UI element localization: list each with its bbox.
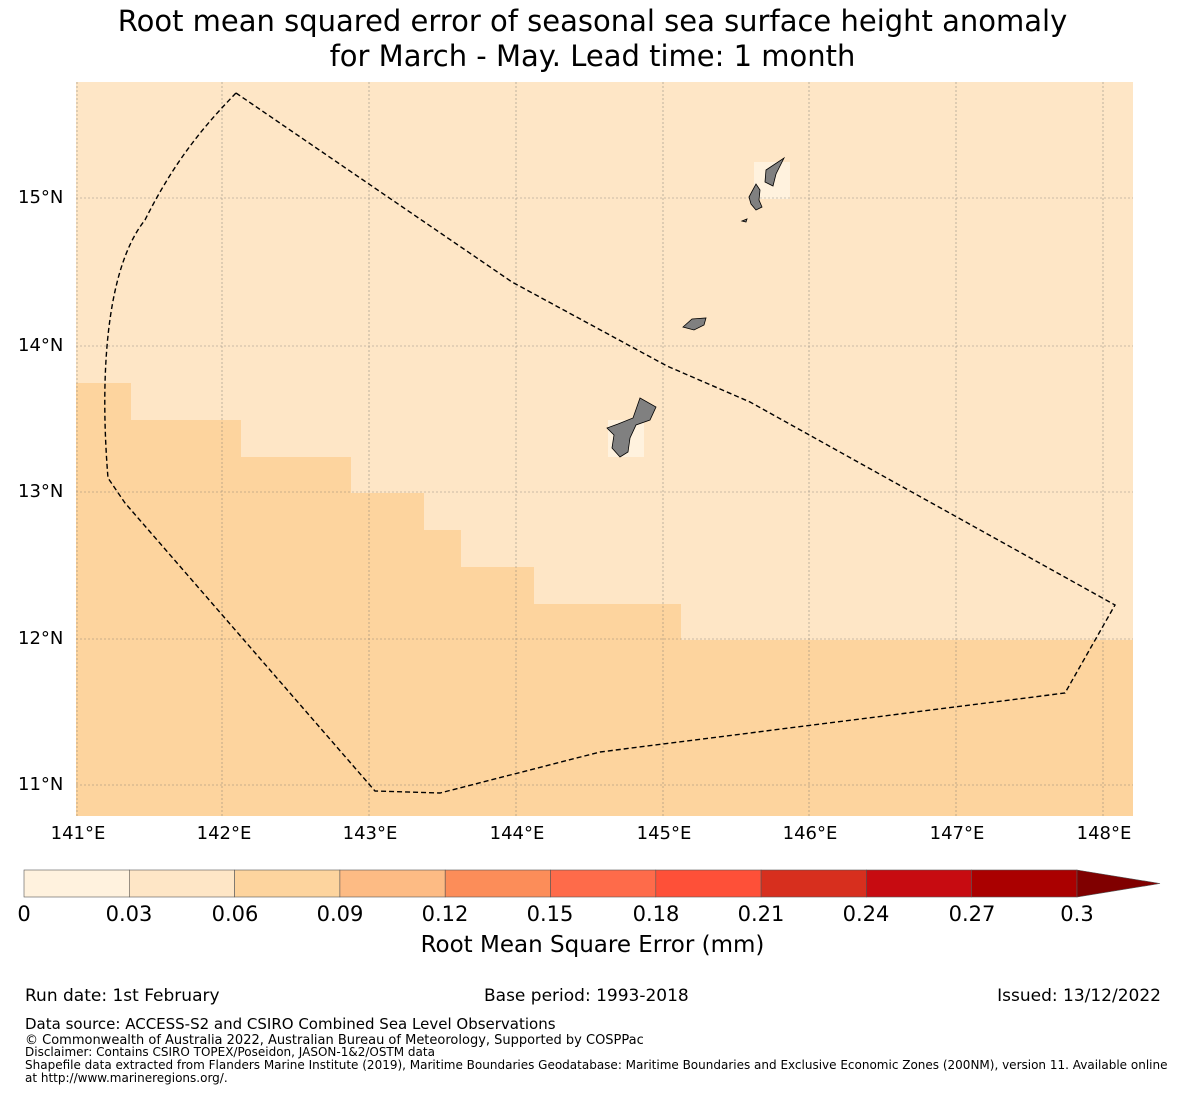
run-date: Run date: 1st February <box>25 986 220 1006</box>
colorbar-bin-5 <box>550 869 657 898</box>
shapefile-credit: Shapefile data extracted from Flanders M… <box>25 1058 1168 1085</box>
lat-label-15: 15°N <box>18 187 64 208</box>
colorbar-label: Root Mean Square Error (mm) <box>420 932 765 958</box>
colorbar-bin-7 <box>760 869 867 898</box>
colorbar-bin-0 <box>23 869 130 898</box>
colorbar <box>23 869 1161 898</box>
colorbar-tick-7: 0.21 <box>737 902 785 926</box>
lon-label-144: 144°E <box>489 823 545 844</box>
colorbar-bin-6 <box>655 869 762 898</box>
island-tinian <box>748 183 763 211</box>
lat-label-13: 13°N <box>18 481 64 502</box>
map-title: Root mean squared error of seasonal sea … <box>0 4 1185 74</box>
island-guam <box>606 397 657 458</box>
colorbar-tick-3: 0.09 <box>316 902 364 926</box>
copyright: © Commonwealth of Australia 2022, Austra… <box>25 1033 644 1048</box>
lon-label-142: 142°E <box>196 823 252 844</box>
colorbar-tick-4: 0.12 <box>421 902 469 926</box>
field-dark <box>76 383 1133 816</box>
colorbar-bin-3 <box>339 869 446 898</box>
colorbar-bin-4 <box>444 869 551 898</box>
island-saipan <box>764 156 786 187</box>
base-period: Base period: 1993-2018 <box>484 986 689 1006</box>
colorbar-bin-1 <box>129 869 235 898</box>
lon-label-148: 148°E <box>1076 823 1132 844</box>
data-source: Data source: ACCESS-S2 and CSIRO Combine… <box>25 1015 556 1033</box>
colorbar-tick-2: 0.06 <box>211 902 259 926</box>
colorbar-tick-0: 0 <box>17 902 31 926</box>
lat-label-11: 11°N <box>18 774 64 795</box>
colorbar-bin-2 <box>234 869 341 898</box>
colorbar-tick-5: 0.15 <box>526 902 574 926</box>
lon-label-143: 143°E <box>342 823 398 844</box>
lat-label-12: 12°N <box>18 628 64 649</box>
colorbar-tick-1: 0.03 <box>105 902 153 926</box>
colorbar-bin-9 <box>971 869 1078 898</box>
gridlines <box>76 82 1133 816</box>
lat-label-14: 14°N <box>18 335 64 356</box>
lon-label-145: 145°E <box>636 823 692 844</box>
eez-boundary <box>104 92 1116 794</box>
island-rota <box>682 317 707 331</box>
colorbar-tick-6: 0.18 <box>632 902 680 926</box>
land-islands <box>606 156 786 458</box>
colorbar-tick-8: 0.24 <box>842 902 890 926</box>
colorbar-tick-9: 0.27 <box>948 902 996 926</box>
lon-label-141: 141°E <box>50 823 106 844</box>
island-aguijan <box>740 218 748 223</box>
disclaimer: Disclaimer: Contains CSIRO TOPEX/Poseido… <box>25 1045 435 1059</box>
title-line-2: for March - May. Lead time: 1 month <box>329 39 856 73</box>
issued-date: Issued: 13/12/2022 <box>997 986 1161 1006</box>
lon-label-147: 147°E <box>929 823 985 844</box>
lon-label-146: 146°E <box>782 823 838 844</box>
colorbar-bin-8 <box>866 869 973 898</box>
colorbar-extend-arrow <box>1076 869 1161 898</box>
title-line-1: Root mean squared error of seasonal sea … <box>117 4 1068 38</box>
colorbar-tick-10: 0.3 <box>1060 902 1094 926</box>
